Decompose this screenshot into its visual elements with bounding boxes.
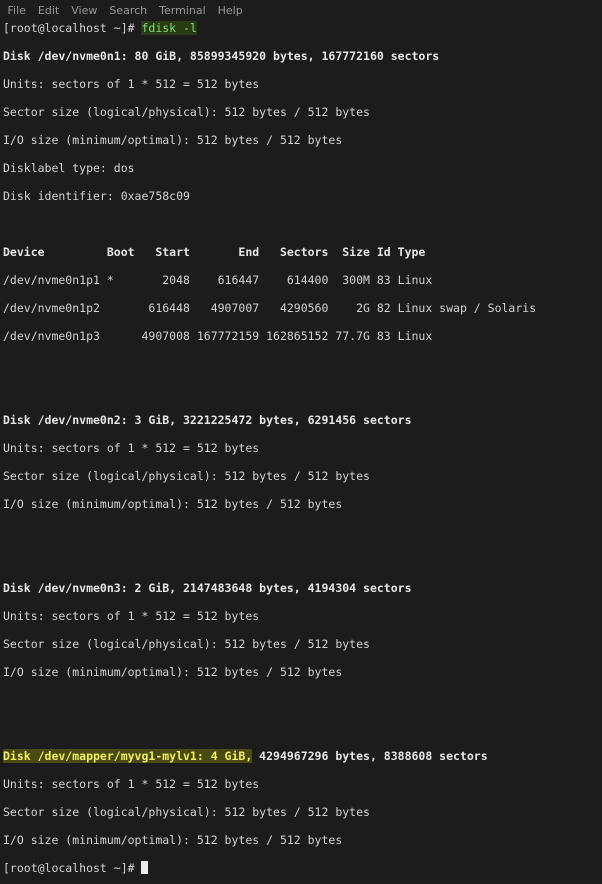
disk4-io: I/O size (minimum/optimal): 512 bytes / … <box>3 833 343 847</box>
prompt-line[interactable]: [root@localhost ~]# <box>3 861 536 875</box>
menu-help[interactable]: Help <box>217 4 243 17</box>
table-row: /dev/nvme0n1p1 * 2048 616447 614400 300M… <box>3 273 433 287</box>
menu-terminal[interactable]: Terminal <box>159 4 206 17</box>
highlighted-text: Disk /dev/mapper/myvg1-mylv1: 4 GiB, <box>3 749 253 763</box>
disk2-header: Disk /dev/nvme0n2: 3 GiB, 3221225472 byt… <box>3 413 412 427</box>
table-row: /dev/nvme0n1p3 4907008 167772159 1628651… <box>3 329 433 343</box>
disk1-units: Units: sectors of 1 * 512 = 512 bytes <box>3 77 260 91</box>
disk4-sector: Sector size (logical/physical): 512 byte… <box>3 805 370 819</box>
menu-bar: File Edit View Search Terminal Help <box>4 0 255 17</box>
disk1-identifier: Disk identifier: 0xae758c09 <box>3 189 190 203</box>
disk4-header-rest: 4294967296 bytes, 8388608 sectors <box>252 749 488 763</box>
disk3-io: I/O size (minimum/optimal): 512 bytes / … <box>3 665 343 679</box>
disk4-header: Disk /dev/mapper/myvg1-mylv1: 4 GiB, 429… <box>3 749 536 763</box>
disk4-units: Units: sectors of 1 * 512 = 512 bytes <box>3 777 260 791</box>
disk1-label: Disklabel type: dos <box>3 161 135 175</box>
disk1-sector: Sector size (logical/physical): 512 byte… <box>3 105 370 119</box>
command-line: [root@localhost ~]# fdisk -l <box>3 21 536 35</box>
prompt: [root@localhost ~]# <box>3 861 142 875</box>
disk2-sector: Sector size (logical/physical): 512 byte… <box>3 469 370 483</box>
terminal-output[interactable]: [root@localhost ~]# fdisk -l Disk /dev/n… <box>3 7 536 884</box>
prompt: [root@localhost ~]# <box>3 21 142 35</box>
table-row: /dev/nvme0n1p2 616448 4907007 4290560 2G… <box>3 301 537 315</box>
disk1-io: I/O size (minimum/optimal): 512 bytes / … <box>3 133 343 147</box>
disk3-sector: Sector size (logical/physical): 512 byte… <box>3 637 370 651</box>
menu-edit[interactable]: Edit <box>37 4 60 17</box>
menu-search[interactable]: Search <box>109 4 148 17</box>
disk3-header: Disk /dev/nvme0n3: 2 GiB, 2147483648 byt… <box>3 581 412 595</box>
cursor <box>141 861 149 874</box>
disk1-header: Disk /dev/nvme0n1: 80 GiB, 85899345920 b… <box>3 49 440 63</box>
partition-table-header: Device Boot Start End Sectors Size Id Ty… <box>3 245 426 259</box>
disk2-units: Units: sectors of 1 * 512 = 512 bytes <box>3 441 260 455</box>
disk3-units: Units: sectors of 1 * 512 = 512 bytes <box>3 609 260 623</box>
disk2-io: I/O size (minimum/optimal): 512 bytes / … <box>3 497 343 511</box>
menu-view[interactable]: View <box>71 4 98 17</box>
menu-file[interactable]: File <box>7 4 26 17</box>
command: fdisk -l <box>141 21 197 35</box>
